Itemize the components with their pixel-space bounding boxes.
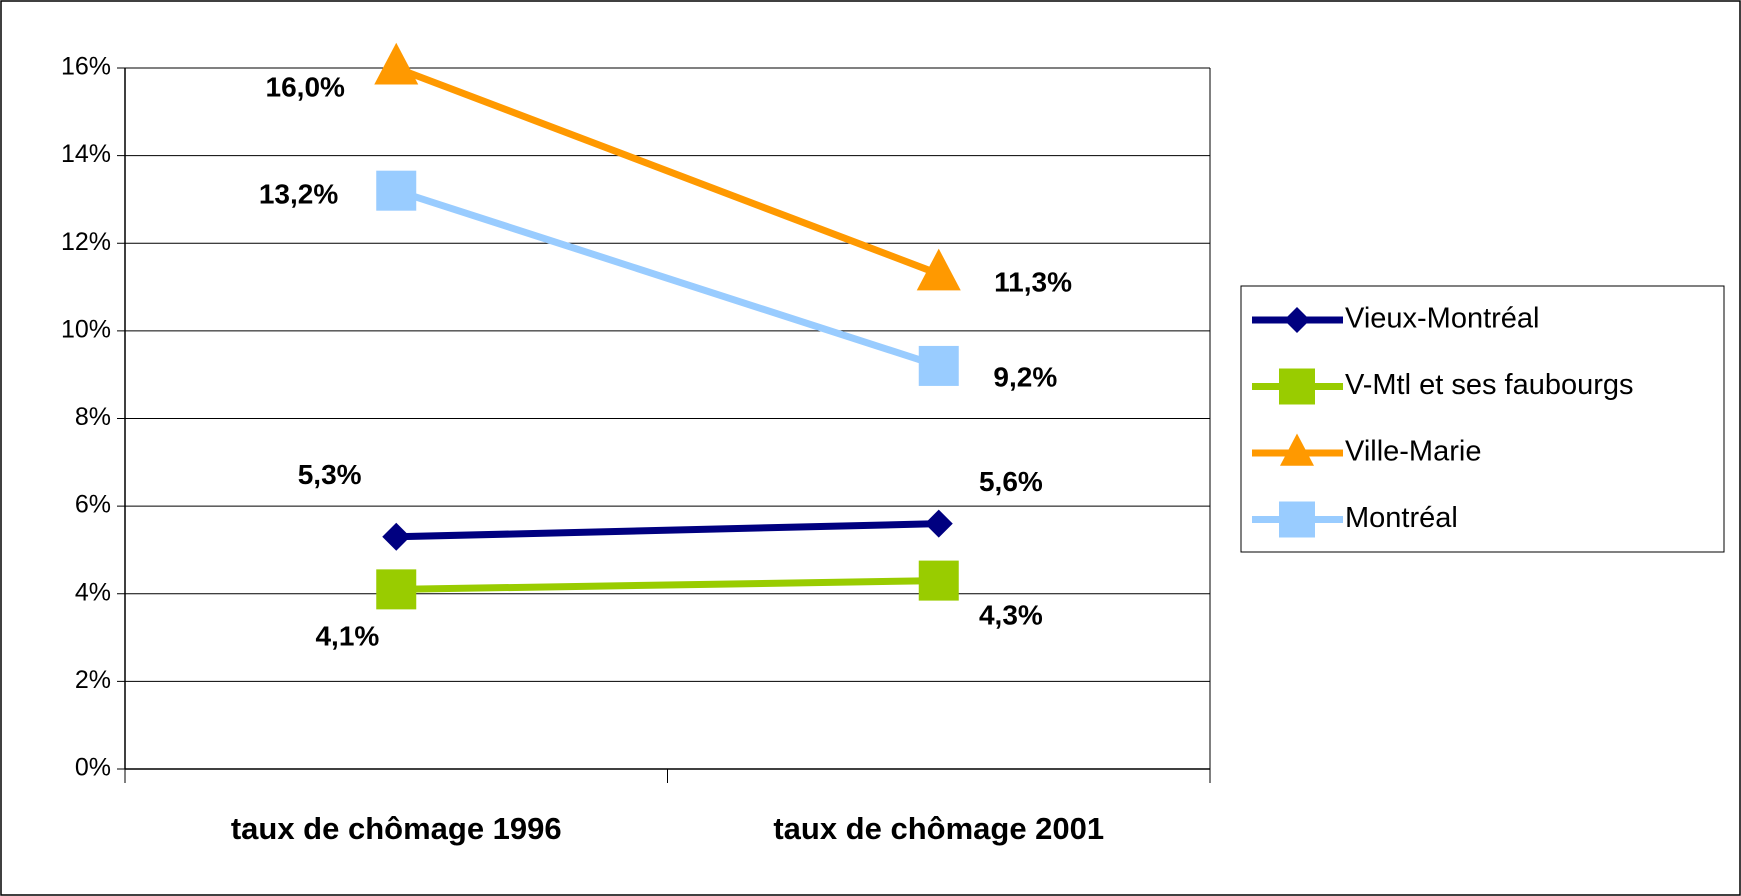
y-tick-label: 4%: [75, 578, 111, 606]
legend-item: Montréal: [1252, 501, 1458, 538]
value-label: 4,1%: [315, 621, 379, 652]
y-tick-label: 14%: [61, 140, 111, 168]
marker: [1284, 307, 1310, 333]
y-tick-label: 2%: [75, 666, 111, 694]
legend-box: [1240, 285, 1725, 553]
legend-item: Ville-Marie: [1252, 433, 1481, 468]
series-line: [396, 577, 939, 593]
marker: [924, 509, 953, 538]
y-tick-label: 0%: [75, 754, 111, 782]
value-label: 4,3%: [979, 600, 1043, 631]
marker: [374, 42, 419, 85]
series-line: [395, 64, 940, 278]
y-tick-label: 8%: [75, 403, 111, 431]
value-label: 5,3%: [298, 459, 362, 490]
marker: [918, 560, 959, 601]
marker: [382, 522, 411, 551]
marker: [916, 248, 961, 291]
series-line: [395, 187, 940, 370]
legend-label: Vieux-Montréal: [1345, 303, 1540, 335]
legend-label: Montréal: [1345, 502, 1458, 534]
y-tick-label: 12%: [61, 228, 111, 256]
value-label: 5,6%: [979, 466, 1043, 497]
value-label: 11,3%: [994, 266, 1072, 297]
marker: [376, 569, 417, 610]
legend-item: Vieux-Montréal: [1252, 303, 1540, 335]
series-line: [396, 520, 939, 541]
marker: [1279, 368, 1315, 405]
x-tick-label: taux de chômage 1996: [231, 811, 562, 846]
value-label: 13,2%: [259, 179, 338, 210]
y-tick-label: 10%: [61, 315, 111, 343]
marker: [1280, 433, 1314, 466]
legend-label: Ville-Marie: [1345, 436, 1481, 468]
y-tick-label: 16%: [61, 53, 111, 81]
value-label: 16,0%: [266, 71, 345, 102]
marker: [918, 345, 959, 386]
y-tick-label: 6%: [75, 491, 111, 519]
legend-label: V-Mtl et ses faubourgs: [1345, 369, 1634, 401]
value-label: 9,2%: [993, 362, 1057, 393]
legend-item: V-Mtl et ses faubourgs: [1252, 368, 1634, 405]
marker: [376, 170, 417, 211]
x-tick-label: taux de chômage 2001: [773, 811, 1104, 846]
marker: [1279, 501, 1315, 538]
